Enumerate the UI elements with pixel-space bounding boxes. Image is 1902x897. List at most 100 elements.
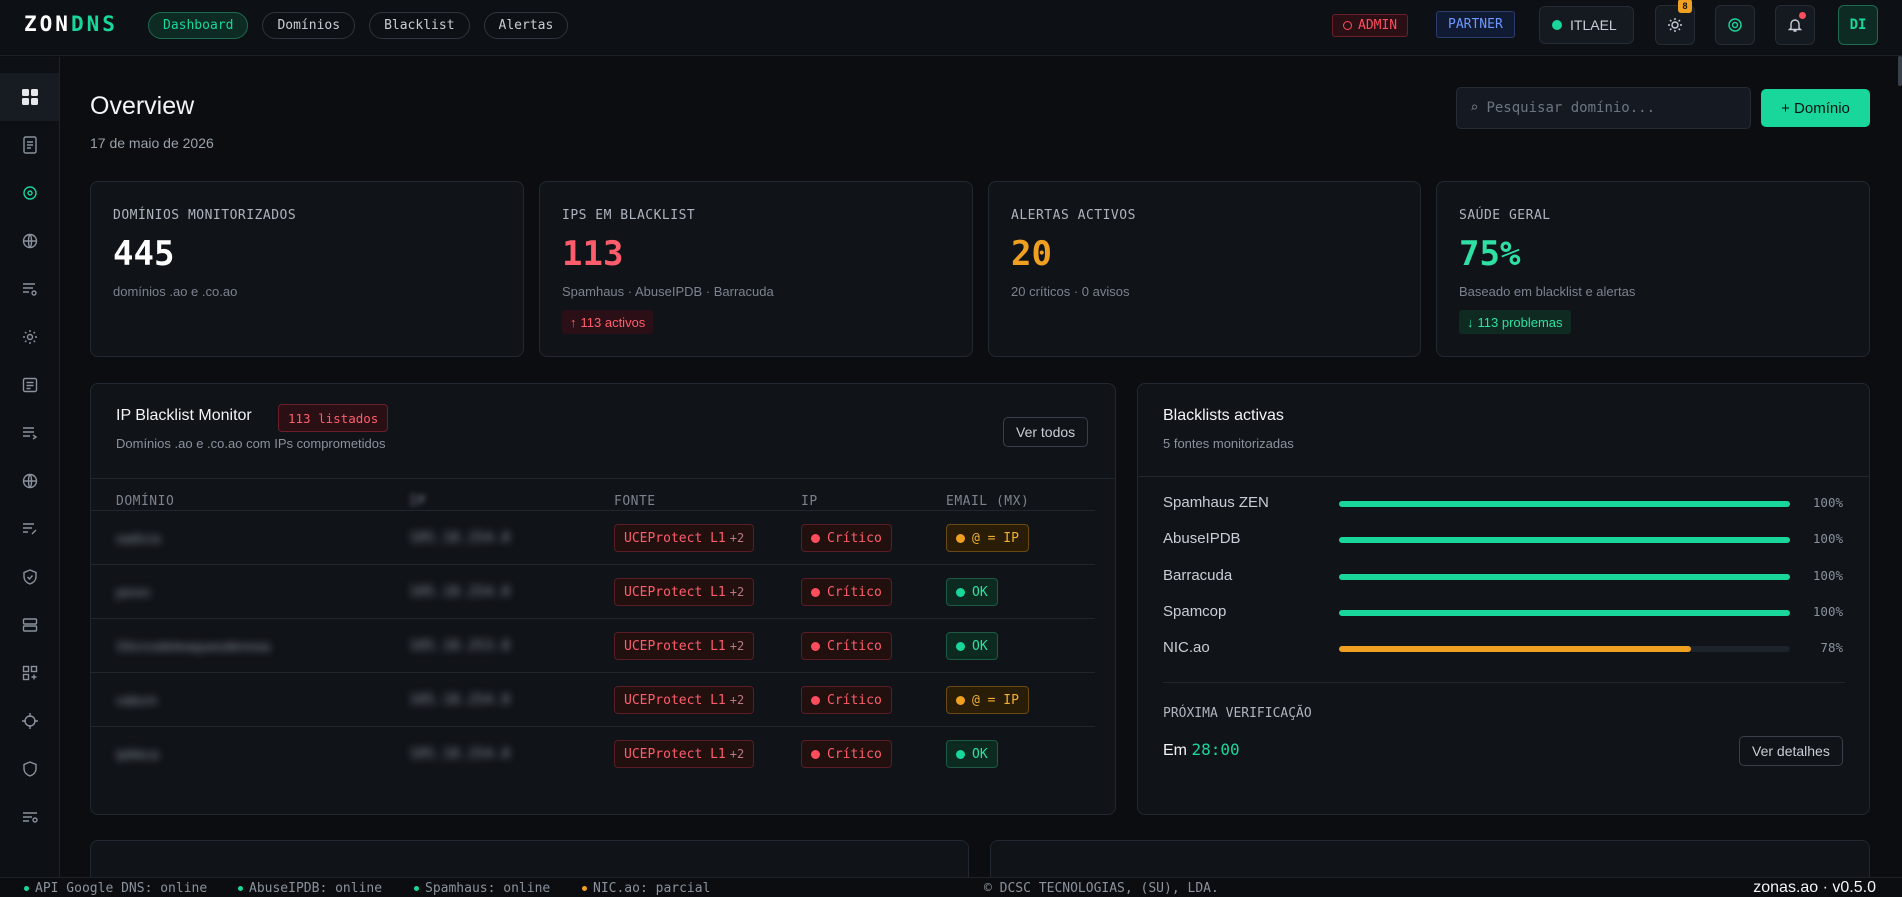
- app-logo[interactable]: ZONDNS: [24, 12, 118, 36]
- tab-dashboard[interactable]: Dashboard: [148, 12, 249, 39]
- partner-badge: PARTNER: [1436, 11, 1515, 38]
- progress-fill: [1339, 501, 1790, 507]
- monitor-button[interactable]: [1715, 5, 1755, 45]
- sidebar-item-logs[interactable]: [0, 505, 59, 553]
- col-ip-address: IP: [409, 494, 426, 509]
- mx-cell: OK: [946, 578, 998, 606]
- sidebar-item-filters[interactable]: [0, 793, 59, 841]
- domain-cell[interactable]: vabcm: [116, 692, 158, 708]
- sidebar-item-domains[interactable]: [0, 217, 59, 265]
- blacklist-source-row: NIC.ao 78%: [1163, 639, 1843, 659]
- mx-cell: @ = IP: [946, 686, 1029, 714]
- source-percent: 78%: [1820, 640, 1843, 655]
- col-domain: DOMÍNIO: [116, 494, 175, 509]
- mx-badge: @ = IP: [946, 524, 1029, 552]
- stat-card-blacklist: IPS EM BLACKLIST 113 Spamhaus · AbuseIPD…: [539, 181, 973, 357]
- domain-cell[interactable]: pinnn: [116, 584, 151, 600]
- progress-fill: [1339, 537, 1790, 543]
- page-date: 17 de maio de 2026: [90, 135, 214, 151]
- progress-track: [1339, 574, 1790, 580]
- notification-count: 8: [1678, 0, 1692, 13]
- sun-icon: [1668, 18, 1682, 32]
- table-row[interactable]: vabcm 105.18.254.8 UCEProtect L1 +2 Críti…: [91, 686, 1095, 714]
- table-row[interactable]: 33crcodeteaqueodenosa 105.18.253.8 UCEPr…: [91, 632, 1095, 660]
- col-email-mx: EMAIL (MX): [946, 494, 1030, 509]
- progress-fill: [1339, 574, 1790, 580]
- tab-alertas[interactable]: Alertas: [483, 12, 569, 39]
- domain-cell[interactable]: 33crcodeteaqueodenosa: [116, 638, 271, 654]
- ip-cell: 105.18.254.8: [409, 746, 511, 762]
- view-details-button[interactable]: Ver detalhes: [1739, 736, 1843, 766]
- ip-blacklist-panel: IP Blacklist Monitor 113 listados Domíni…: [90, 383, 1116, 815]
- notifications-button[interactable]: [1775, 5, 1815, 45]
- mx-cell: OK: [946, 740, 998, 768]
- progress-fill: [1339, 610, 1790, 616]
- target-icon: [1728, 18, 1742, 32]
- blacklist-source-row: AbuseIPDB 100%: [1163, 530, 1843, 550]
- table-row[interactable]: ipikkca 105.18.254.8 UCEProtect L1 +2 Crí…: [91, 740, 1095, 768]
- sidebar-item-dashboard[interactable]: [0, 73, 59, 121]
- sidebar-item-rules[interactable]: [0, 265, 59, 313]
- status-nicao: NIC.ao: parcial: [582, 881, 710, 896]
- source-tag[interactable]: UCEProtect L1 +2: [614, 578, 755, 606]
- status-cell: Crítico: [801, 686, 892, 714]
- notes-icon: [22, 377, 37, 393]
- source-tag[interactable]: UCEProtect L1 +2: [614, 740, 755, 768]
- stat-card-domains: DOMÍNIOS MONITORIZADOS 445 domínios .ao …: [90, 181, 524, 357]
- gear-icon: [22, 330, 37, 344]
- sidebar-item-documents[interactable]: [0, 121, 59, 169]
- source-percent: 100%: [1812, 531, 1843, 546]
- search-input[interactable]: [1486, 100, 1737, 116]
- sidebar-item-monitor[interactable]: [0, 169, 59, 217]
- online-status-icon: [1552, 20, 1562, 30]
- tab-blacklist[interactable]: Blacklist: [369, 12, 470, 39]
- domain-cell[interactable]: ipikkca: [116, 746, 159, 762]
- row-divider: [91, 510, 1095, 511]
- sidebar-item-scanner[interactable]: [0, 697, 59, 745]
- panel-subtitle: Domínios .ao e .co.ao com IPs comprometi…: [116, 436, 386, 451]
- view-all-button[interactable]: Ver todos: [1003, 417, 1089, 447]
- source-name: AbuseIPDB: [1163, 530, 1241, 547]
- theme-toggle-button[interactable]: 8: [1655, 0, 1695, 45]
- arrow-down-icon: ↓: [1467, 314, 1474, 330]
- shield-icon: [22, 761, 37, 777]
- sidebar-item-queue[interactable]: [0, 409, 59, 457]
- mx-badge: OK: [946, 632, 998, 660]
- status-badge: Crítico: [801, 524, 892, 552]
- progress-track: [1339, 610, 1790, 616]
- source-cell: UCEProtect L1 +2: [614, 524, 755, 552]
- list-edit-icon: [22, 523, 36, 535]
- progress-track: [1339, 537, 1790, 543]
- source-tag[interactable]: UCEProtect L1 +2: [614, 686, 755, 714]
- sidebar-item-protection[interactable]: [0, 745, 59, 793]
- row-divider: [91, 672, 1095, 673]
- main-nav: Dashboard Domínios Blacklist Alertas: [148, 12, 569, 39]
- copyright: © DCSC TECNOLOGIAS, (SU), LDA.: [984, 881, 1219, 896]
- sidebar-item-integrations[interactable]: [0, 649, 59, 697]
- bell-icon: [1787, 19, 1803, 32]
- source-tag[interactable]: UCEProtect L1 +2: [614, 632, 755, 660]
- sidebar-item-dns[interactable]: [0, 457, 59, 505]
- blacklist-source-row: Spamcop 100%: [1163, 603, 1843, 623]
- table-row[interactable]: pinnn 105.18.254.8 UCEProtect L1 +2 Críti…: [91, 578, 1095, 606]
- avatar[interactable]: DI: [1838, 5, 1878, 45]
- source-name: NIC.ao: [1163, 639, 1210, 656]
- sidebar-item-security[interactable]: [0, 553, 59, 601]
- mx-badge: OK: [946, 578, 998, 606]
- app-version: zonas.ao · v0.5.0: [1753, 879, 1876, 896]
- status-badge: Crítico: [801, 632, 892, 660]
- row-divider: [91, 618, 1095, 619]
- add-domain-button[interactable]: + Domínio: [1761, 89, 1870, 127]
- search-box[interactable]: ⌕: [1456, 87, 1751, 129]
- table-row[interactable]: sadcca 105.18.254.8 UCEProtect L1 +2 Crít…: [91, 524, 1095, 552]
- sidebar-item-settings[interactable]: [0, 313, 59, 361]
- mx-cell: @ = IP: [946, 524, 1029, 552]
- source-tag[interactable]: UCEProtect L1 +2: [614, 524, 755, 552]
- sidebar-item-servers[interactable]: [0, 601, 59, 649]
- user-selector[interactable]: ITLAEL: [1539, 6, 1634, 44]
- domain-cell[interactable]: sadcca: [116, 530, 161, 546]
- sidebar-item-reports[interactable]: [0, 361, 59, 409]
- page-scrollbar[interactable]: [1898, 56, 1902, 86]
- tab-dominios[interactable]: Domínios: [262, 12, 356, 39]
- stat-value: 75%: [1459, 234, 1521, 274]
